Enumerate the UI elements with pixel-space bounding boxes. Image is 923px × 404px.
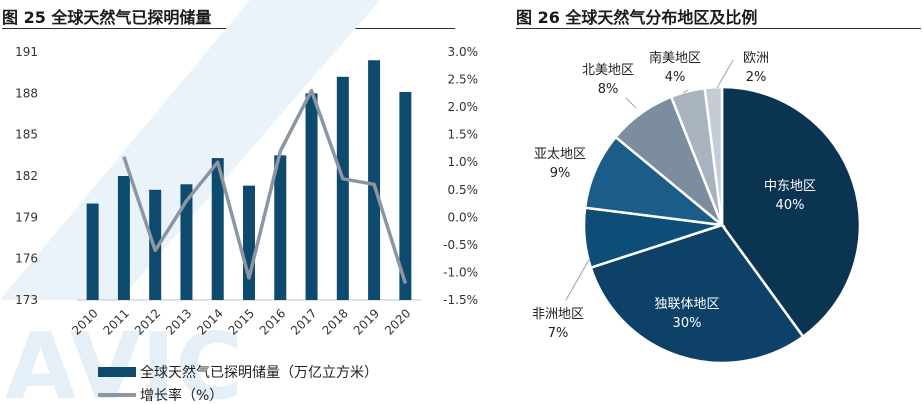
legend-bar-swatch [98,367,136,377]
y-right-tick-label: 1.5% [448,128,479,142]
legend-line-label: 增长率（%） [140,387,223,404]
pie-label-percent: 2% [746,70,767,85]
pie-label-name: 非洲地区 [532,307,584,322]
y-left-tick-label: 176 [15,252,38,266]
pie-label-percent: 40% [776,198,805,213]
bar-2019 [368,60,381,301]
pie-label-name: 中东地区 [764,179,816,194]
pie-label-percent: 7% [548,326,569,341]
pie-label-name: 亚太地区 [534,147,586,162]
left-figure-title: 图 25 全球天然气已探明储量 [2,8,212,27]
pie-label-percent: 4% [665,70,686,85]
pie-label-name: 欧洲 [743,51,769,66]
pie-leader-line [565,257,591,301]
pie-leader-line [625,97,637,109]
bar-2011 [117,176,130,300]
bar-2016 [274,155,287,300]
bar-2013 [180,184,193,300]
bar-2018 [336,76,349,300]
y-right-tick-label: -1.0% [443,265,478,279]
watermark-text: AVIC [5,313,243,404]
x-tick-label: 2018 [319,306,350,337]
pie-label-percent: 9% [550,166,571,181]
y-right-tick-label: -0.5% [443,238,478,252]
y-left-tick-label: 191 [15,45,38,59]
pie-label-name: 南美地区 [649,50,701,66]
x-tick-label: 2019 [351,306,382,337]
bar-2010 [86,203,99,300]
pie-label-percent: 30% [673,316,702,331]
bar-2020 [399,91,412,300]
pie-label-name: 北美地区 [582,63,634,78]
y-right-tick-label: 2.5% [448,73,479,87]
y-right-tick-label: 3.0% [448,45,479,59]
right-figure-title: 图 26 全球天然气分布地区及比例 [516,8,758,27]
x-tick-label: 2016 [257,306,288,337]
growth-rate-line [122,88,408,285]
y-right-tick-label: -1.5% [443,293,478,307]
legend-bar-label: 全球天然气已探明储量（万亿立方米） [140,364,378,381]
pie-leader-line [682,89,689,94]
y-left-tick-label: 188 [15,86,38,100]
bar-2015 [243,185,255,300]
y-right-tick-label: 1.0% [448,155,479,169]
y-right-tick-label: 2.0% [448,100,479,114]
x-tick-label: 2017 [288,306,319,337]
regional-distribution-pie: 中东地区 40% 独联体地区 30% 非洲地区 7% 亚太地区 9% 北美地区 8% 南美地区 4% 欧… [532,50,862,365]
y-left-tick-label: 179 [15,210,38,224]
x-tick-label: 2020 [382,306,413,337]
y-right-tick-label: 0.0% [448,210,479,224]
bar-2017 [305,93,318,300]
y-left-tick-label: 173 [15,293,38,307]
bar-2014 [211,158,224,300]
y-right-tick-label: 0.5% [448,183,479,197]
y-left-tick-label: 182 [15,169,38,183]
pie-label-percent: 8% [598,82,619,97]
pie-leader-line [716,59,734,89]
right-title-rule [516,28,921,29]
y-left-tick-label: 185 [15,128,38,142]
pie-label-name: 独联体地区 [654,297,719,312]
pie-slice-0 [720,85,862,339]
pie-slice-1 [589,223,805,365]
pie-slice-6 [703,85,724,226]
